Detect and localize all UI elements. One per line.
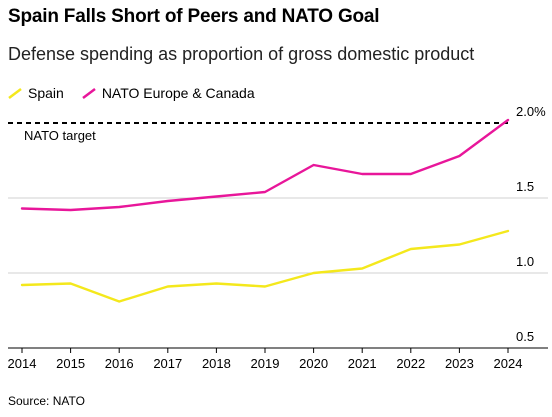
series-line-nato bbox=[20, 118, 510, 212]
chart-title: Spain Falls Short of Peers and NATO Goal bbox=[8, 6, 380, 27]
x-tick-label: 2023 bbox=[445, 356, 474, 371]
nato-target-label: NATO target bbox=[24, 128, 96, 143]
y-tick-label: 1.0 bbox=[516, 254, 534, 269]
x-tick-label: 2024 bbox=[494, 356, 523, 371]
source-note: Source: NATO bbox=[8, 394, 85, 408]
x-tick-label: 2015 bbox=[56, 356, 85, 371]
chart-subtitle: Defense spending as proportion of gross … bbox=[8, 44, 475, 64]
y-tick-label: 0.5 bbox=[516, 329, 534, 344]
legend-swatch-nato bbox=[82, 88, 96, 99]
x-tick-label: 2022 bbox=[396, 356, 425, 371]
legend: Spain NATO Europe & Canada bbox=[8, 85, 273, 101]
x-tick-label: 2017 bbox=[153, 356, 182, 371]
y-tick-label: 2.0% bbox=[516, 104, 546, 119]
series-line-spain bbox=[20, 229, 510, 303]
y-tick-label: 1.5 bbox=[516, 179, 534, 194]
legend-label-spain: Spain bbox=[28, 85, 64, 101]
legend-item-spain: Spain bbox=[8, 85, 64, 101]
legend-label-nato: NATO Europe & Canada bbox=[101, 85, 255, 101]
x-tick-label: 2014 bbox=[8, 356, 37, 371]
x-tick-label: 2019 bbox=[251, 356, 280, 371]
x-tick-label: 2021 bbox=[348, 356, 377, 371]
legend-item-nato: NATO Europe & Canada bbox=[82, 85, 255, 101]
legend-swatch-spain bbox=[8, 88, 22, 99]
x-tick-label: 2018 bbox=[202, 356, 231, 371]
x-tick-label: 2016 bbox=[105, 356, 134, 371]
x-tick-label: 2020 bbox=[299, 356, 328, 371]
